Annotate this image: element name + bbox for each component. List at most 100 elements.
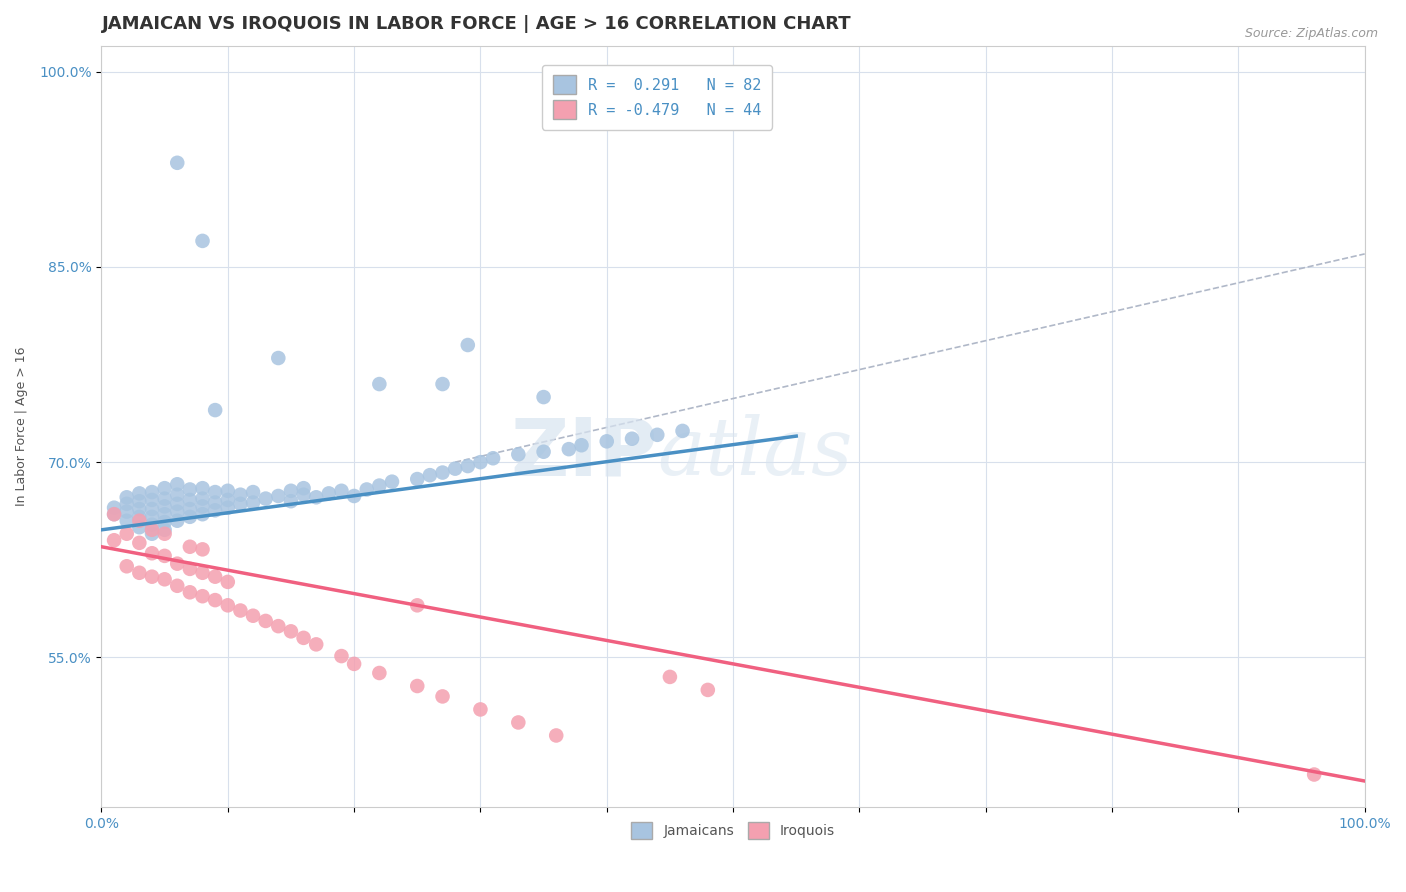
Point: [179, 540, 201, 554]
Point: [141, 570, 163, 584]
Point: [645, 427, 668, 442]
Point: [141, 509, 163, 524]
Point: [166, 477, 188, 491]
Point: [103, 533, 125, 548]
Point: [141, 485, 163, 500]
Point: [432, 466, 454, 480]
Point: [482, 451, 505, 466]
Point: [406, 679, 429, 693]
Point: [696, 682, 718, 697]
Point: [166, 156, 188, 170]
Point: [242, 495, 264, 509]
Point: [356, 483, 378, 497]
Point: [254, 491, 277, 506]
Point: [166, 514, 188, 528]
Point: [153, 515, 176, 529]
Point: [343, 489, 366, 503]
Point: [153, 572, 176, 586]
Point: [280, 494, 302, 508]
Point: [128, 536, 150, 550]
Point: [406, 599, 429, 613]
Point: [191, 542, 214, 557]
Point: [153, 491, 176, 506]
Point: [204, 495, 226, 509]
Point: [305, 637, 328, 651]
Point: [217, 599, 239, 613]
Point: [179, 483, 201, 497]
Point: [406, 472, 429, 486]
Text: JAMAICAN VS IROQUOIS IN LABOR FORCE | AGE > 16 CORRELATION CHART: JAMAICAN VS IROQUOIS IN LABOR FORCE | AG…: [101, 15, 851, 33]
Point: [179, 492, 201, 507]
Text: Source: ZipAtlas.com: Source: ZipAtlas.com: [1244, 27, 1378, 40]
Point: [141, 523, 163, 537]
Point: [508, 447, 530, 461]
Point: [229, 497, 252, 511]
Point: [153, 549, 176, 563]
Point: [533, 444, 555, 458]
Point: [191, 491, 214, 506]
Point: [204, 403, 226, 417]
Point: [280, 483, 302, 498]
Point: [179, 502, 201, 516]
Point: [217, 492, 239, 507]
Point: [166, 488, 188, 502]
Point: [166, 497, 188, 511]
Point: [292, 488, 315, 502]
Point: [457, 338, 479, 352]
Point: [204, 485, 226, 500]
Point: [166, 579, 188, 593]
Point: [229, 603, 252, 617]
Point: [229, 488, 252, 502]
Point: [115, 505, 138, 519]
Point: [115, 491, 138, 505]
Point: [621, 432, 644, 446]
Point: [191, 566, 214, 580]
Point: [166, 505, 188, 519]
Point: [242, 608, 264, 623]
Point: [368, 665, 391, 680]
Point: [470, 455, 492, 469]
Point: [115, 526, 138, 541]
Point: [128, 486, 150, 500]
Point: [280, 624, 302, 639]
Point: [343, 657, 366, 671]
Point: [128, 509, 150, 524]
Point: [533, 390, 555, 404]
Point: [267, 489, 290, 503]
Point: [141, 526, 163, 541]
Point: [217, 500, 239, 515]
Point: [546, 729, 568, 743]
Point: [204, 570, 226, 584]
Point: [191, 589, 214, 603]
Point: [330, 649, 353, 664]
Point: [179, 585, 201, 599]
Point: [292, 481, 315, 495]
Point: [153, 523, 176, 537]
Point: [658, 670, 681, 684]
Point: [141, 546, 163, 560]
Point: [153, 526, 176, 541]
Point: [508, 715, 530, 730]
Point: [292, 631, 315, 645]
Point: [419, 468, 441, 483]
Point: [267, 351, 290, 365]
Point: [432, 377, 454, 392]
Point: [444, 461, 467, 475]
Point: [191, 481, 214, 495]
Point: [217, 483, 239, 498]
Point: [115, 559, 138, 574]
Point: [191, 234, 214, 248]
Point: [191, 507, 214, 521]
Point: [128, 502, 150, 516]
Point: [128, 566, 150, 580]
Point: [179, 562, 201, 576]
Point: [103, 507, 125, 521]
Point: [368, 377, 391, 392]
Point: [571, 438, 593, 452]
Y-axis label: In Labor Force | Age > 16: In Labor Force | Age > 16: [15, 347, 28, 506]
Point: [671, 424, 693, 438]
Point: [330, 483, 353, 498]
Text: atlas: atlas: [657, 414, 852, 491]
Point: [141, 517, 163, 532]
Point: [318, 486, 340, 500]
